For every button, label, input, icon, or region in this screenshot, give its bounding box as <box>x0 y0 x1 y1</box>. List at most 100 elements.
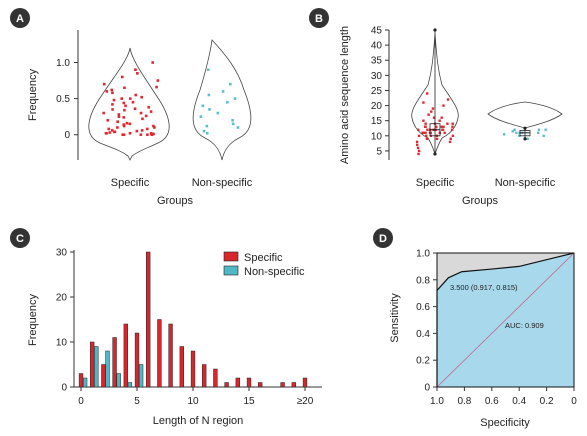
a-data-point <box>216 111 220 115</box>
b-ytick-label: 10 <box>371 131 383 142</box>
panel-b-ylabel: Amino acid sequence length <box>339 26 351 164</box>
d-ytick-label: 0 <box>424 383 430 394</box>
a-data-point <box>122 116 126 119</box>
a-data-point <box>125 121 129 125</box>
panel-d: D 0 0.2 0.4 0.6 0.8 1.0 1.0 0.8 0.6 0.4 0.2 0 3.50… <box>373 228 577 429</box>
a-data-point <box>155 85 158 89</box>
c-ytick-label: 10 <box>56 338 68 349</box>
panel-c-ylabel: Frequency <box>27 294 39 346</box>
c-bar <box>82 377 88 388</box>
c-bar <box>258 382 263 388</box>
b-ytick-label: 20 <box>371 101 383 112</box>
b-data-point <box>446 98 450 101</box>
a-data-point <box>106 118 110 122</box>
a-data-point <box>110 129 114 132</box>
panel-a-y-ticks: 0 0.5 1.0 <box>56 58 78 141</box>
d-xtick-label: 1.0 <box>430 396 444 407</box>
b-data-point <box>417 152 420 156</box>
a-data-point <box>123 86 126 90</box>
c-bar <box>157 319 162 388</box>
d-xtick-label: 0.6 <box>485 396 499 407</box>
d-xtick-label: 0.2 <box>540 396 554 407</box>
violin-non-specific <box>192 39 252 161</box>
a-data-point <box>231 122 235 126</box>
panel-b-badge <box>309 8 329 28</box>
a-data-point <box>111 103 114 106</box>
b-ytick-label: 35 <box>371 56 383 67</box>
b-data-point <box>440 125 444 128</box>
a-data-point <box>134 93 138 97</box>
d-ytick-label: 0.2 <box>416 356 430 367</box>
a-data-point <box>107 127 111 131</box>
b-data-point <box>442 104 445 107</box>
b-data-point <box>537 128 541 131</box>
d-ytick-label: 0.8 <box>416 275 430 286</box>
panel-a-letter: A <box>16 13 24 25</box>
legend-label-specific: Specific <box>244 252 283 264</box>
b-data-point <box>442 125 445 128</box>
a-data-point <box>108 131 112 134</box>
c-bar <box>78 373 84 388</box>
a-data-point <box>202 129 206 133</box>
a-data-point <box>206 68 210 72</box>
panel-d-y-ticks: 0 0.2 0.4 0.6 0.8 1.0 <box>416 249 437 394</box>
c-ytick-label: 30 <box>56 248 68 259</box>
roc-diagonal <box>436 252 575 388</box>
c-bar <box>168 323 173 388</box>
c-bar <box>134 332 140 388</box>
b-data-point <box>446 122 449 125</box>
a-data-point <box>112 98 116 102</box>
c-bar <box>291 382 296 388</box>
a-data-point <box>122 124 126 128</box>
violin-b-non-specific <box>487 101 563 129</box>
a-data-point <box>102 111 105 115</box>
a-data-point <box>124 104 127 108</box>
b-box-min-dot <box>523 137 527 141</box>
a-data-point <box>144 114 148 118</box>
panel-d-letter: D <box>379 233 387 245</box>
b-data-point <box>502 133 506 136</box>
a-data-point <box>111 91 114 95</box>
panel-b-points <box>415 92 547 156</box>
a-data-point <box>122 133 126 137</box>
b-data-point <box>431 107 435 110</box>
a-data-point <box>228 82 232 86</box>
a-data-point <box>139 111 143 115</box>
c-bar <box>90 341 95 388</box>
a-data-point <box>105 90 109 93</box>
b-data-point <box>432 116 436 119</box>
a-data-point <box>121 133 124 137</box>
a-data-point <box>102 82 106 86</box>
panel-d-x-ticks: 1.0 0.8 0.6 0.4 0.2 0 <box>430 387 577 407</box>
c-bar <box>105 350 110 388</box>
b-data-point <box>513 128 516 131</box>
a-data-point <box>117 115 121 118</box>
c-bar <box>246 377 252 388</box>
a-data-point <box>139 133 143 137</box>
b-data-point <box>417 134 421 138</box>
a-data-point <box>116 120 120 124</box>
panel-b-y-ticks: 5 10 15 20 25 30 35 40 45 <box>371 26 389 157</box>
a-data-point <box>152 124 155 128</box>
b-data-point <box>417 128 420 131</box>
a-data-point <box>116 126 119 129</box>
a-data-point <box>205 131 209 135</box>
b-data-point <box>422 119 425 122</box>
b-ytick-label: 40 <box>371 41 383 52</box>
panel-c: C 0 10 20 30 0 5 10 15 ≥20 Frequency Length of … <box>10 228 322 427</box>
panel-d-xlabel: Specificity <box>480 417 530 429</box>
a-data-point <box>113 130 116 134</box>
a-data-point <box>156 79 160 82</box>
d-ytick-label: 0.4 <box>416 329 430 340</box>
b-data-point <box>443 131 446 134</box>
b-data-point <box>417 149 421 153</box>
b-ytick-label: 5 <box>376 146 382 157</box>
b-data-point <box>435 125 438 128</box>
roc-curve <box>436 252 575 387</box>
a-ytick-label: 0.5 <box>56 94 70 105</box>
d-ytick-label: 1.0 <box>416 249 430 260</box>
a-data-point <box>149 131 153 135</box>
panel-a-badge <box>10 8 30 28</box>
panel-b-xlabel: Groups <box>462 195 499 207</box>
